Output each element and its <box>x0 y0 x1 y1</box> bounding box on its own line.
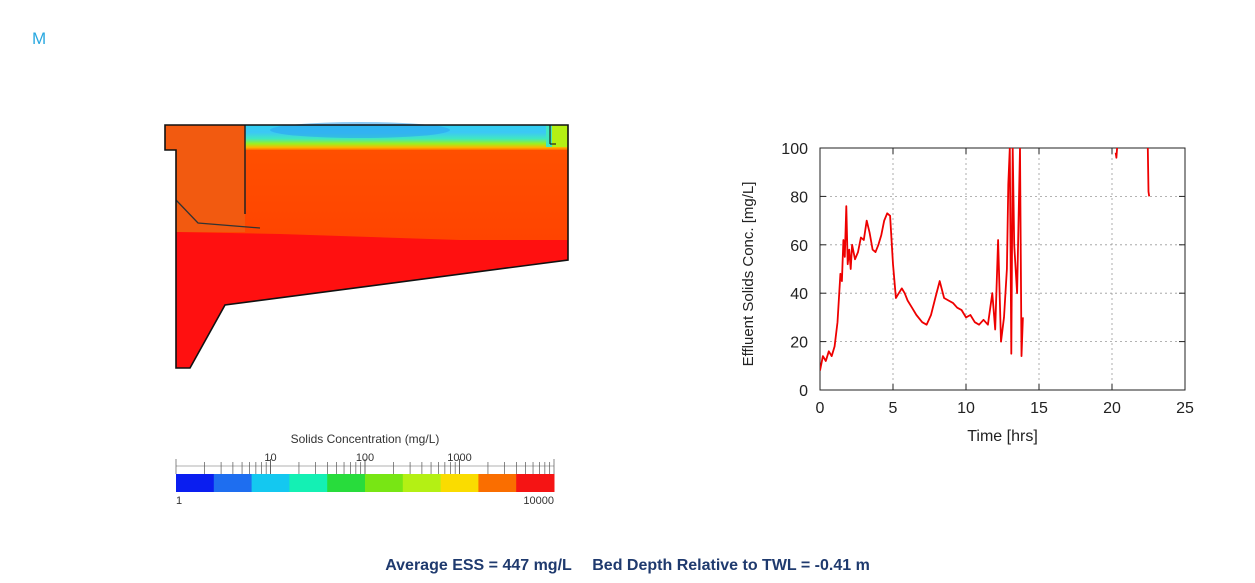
average-ess-text: Average ESS = 447 mg/L <box>385 557 572 574</box>
x-tick-label: 25 <box>1176 400 1194 417</box>
sludge-blanket-region <box>176 232 568 368</box>
y-tick-label: 80 <box>790 189 808 206</box>
x-axis-label: Time [hrs] <box>967 428 1038 445</box>
legend-swatch <box>365 474 404 492</box>
x-tick-label: 5 <box>889 400 898 417</box>
legend-swatch <box>402 474 442 492</box>
legend-top-tick-label: 1000 <box>447 452 471 464</box>
y-tick-label: 0 <box>799 383 808 400</box>
legend-title: Solids Concentration (mg/L) <box>290 432 440 446</box>
effluent-solids-chart: 0 5 10 15 20 25 0 20 40 60 80 100 Time [hrs] Effluent… <box>740 141 1194 445</box>
x-tick-label: 10 <box>957 400 975 417</box>
legend-swatch <box>327 474 366 492</box>
y-axis-label: Effluent Solids Conc. [mg/L] <box>740 182 757 367</box>
brand-logo-text: M <box>32 29 47 48</box>
legend-swatch <box>251 474 290 492</box>
legend-swatch <box>213 474 253 492</box>
legend-swatch <box>516 474 555 492</box>
legend-bottom-tick-label: 10000 <box>523 495 554 507</box>
clarifier-contour-plot <box>164 122 569 369</box>
legend-top-tick-label: 10 <box>264 452 276 464</box>
legend-swatch <box>478 474 517 492</box>
y-tick-label: 40 <box>790 286 808 303</box>
tank-outline <box>164 124 569 369</box>
legend-swatch <box>440 474 479 492</box>
inlet-well-region <box>165 125 245 232</box>
x-tick-label: 15 <box>1030 400 1048 417</box>
legend-swatch <box>176 474 215 492</box>
x-tick-label: 0 <box>816 400 825 417</box>
summary-footer: Average ESS = 447 mg/L Bed Depth Relativ… <box>0 557 1255 575</box>
effluent-series-line <box>1114 148 1118 159</box>
mid-sludge-region <box>176 142 568 240</box>
x-tick-label: 20 <box>1103 400 1121 417</box>
plot-frame <box>819 147 1186 391</box>
effluent-series-line <box>1146 148 1151 197</box>
legend-top-tick-label: 100 <box>356 452 374 464</box>
y-tick-label: 20 <box>790 335 808 352</box>
legend-bottom-tick-label: 1 <box>176 495 182 507</box>
y-tick-label: 100 <box>781 141 808 158</box>
legend-colorbar: 10 100 1000 1 10000 <box>175 452 555 507</box>
legend-swatch <box>289 474 328 492</box>
y-tick-label: 60 <box>790 238 808 255</box>
bed-depth-text: Bed Depth Relative to TWL = -0.41 m <box>592 557 870 574</box>
effluent-series-line <box>820 148 1024 371</box>
